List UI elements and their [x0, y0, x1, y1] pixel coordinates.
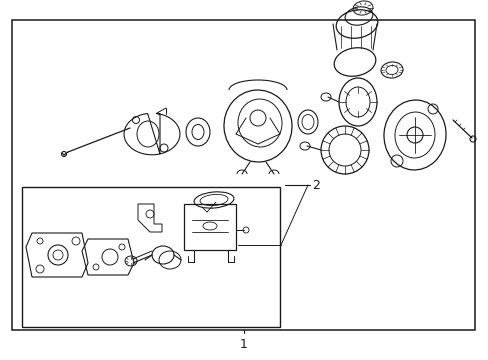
Text: 2: 2: [311, 179, 319, 192]
Bar: [183, 204, 236, 250]
Bar: [22, 187, 280, 327]
Text: 1: 1: [240, 338, 247, 351]
Bar: [12, 20, 474, 330]
